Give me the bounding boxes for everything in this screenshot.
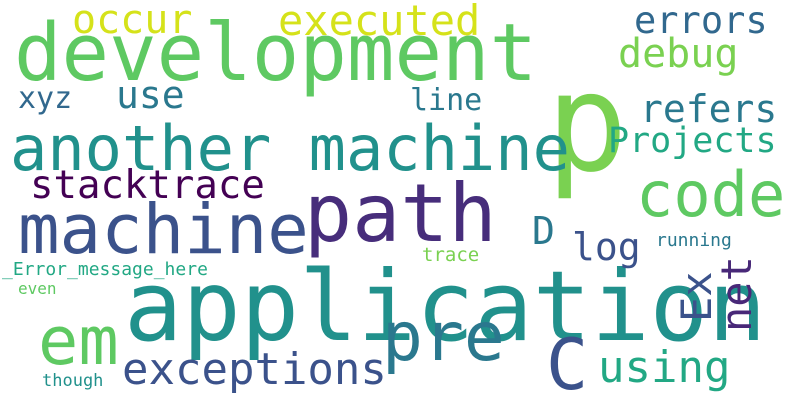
word-exceptions: exceptions [122, 344, 387, 395]
word-refers: refers [640, 87, 778, 131]
word-application: application [124, 250, 767, 363]
word-projects: Projects [608, 121, 777, 161]
word-though: though [42, 371, 104, 391]
word-debug: debug [618, 31, 739, 77]
word-p: p [546, 45, 628, 203]
word-running: running [656, 230, 732, 251]
word-development: development [14, 7, 538, 99]
word-trace: trace [422, 244, 480, 266]
word-c: C [546, 324, 589, 400]
word-log: log [572, 225, 641, 269]
word-even: even [18, 279, 57, 298]
word-net: net [712, 256, 761, 332]
word-xyz: xyz [18, 81, 73, 116]
word-path: path [304, 167, 497, 260]
word-error-message: _Error_message_here [2, 259, 208, 280]
word-pre: pre [382, 298, 505, 377]
word-em: em [38, 302, 119, 380]
word-line: line [410, 83, 483, 118]
word-stacktrace: stacktrace [30, 163, 265, 208]
word-occur: occur [72, 0, 193, 43]
word-machine: machine [18, 190, 309, 270]
word-code: code [636, 158, 786, 231]
word-use: use [116, 73, 185, 117]
word-executed: executed [278, 0, 481, 45]
word-another-machine: another machine [10, 112, 570, 185]
word-errors: errors [634, 0, 768, 42]
word-d: D [532, 209, 555, 253]
word-using: using [598, 342, 731, 393]
